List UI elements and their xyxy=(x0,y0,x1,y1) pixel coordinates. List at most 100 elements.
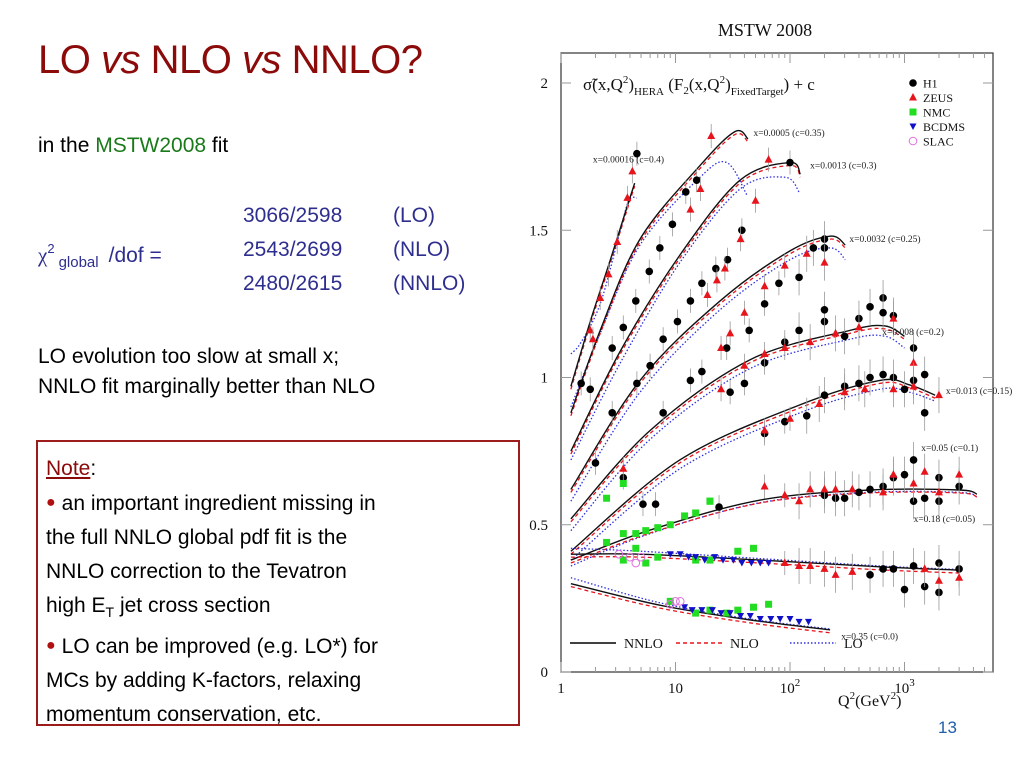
subtitle-highlight: MSTW2008 xyxy=(95,134,207,157)
nlo-curve xyxy=(570,327,905,523)
zeus-point xyxy=(831,328,840,337)
bcdms-point xyxy=(747,560,755,567)
bcdms-point xyxy=(909,123,917,130)
h1-point xyxy=(656,244,664,252)
h1-point xyxy=(715,503,723,511)
x-tick-label: 10 xyxy=(668,681,683,697)
nmc-point xyxy=(734,547,742,555)
zeus-point xyxy=(889,384,898,393)
h1-point xyxy=(775,279,783,288)
zeus-point xyxy=(720,264,729,272)
bcdms-point xyxy=(738,560,746,567)
bcdms-point xyxy=(685,554,693,561)
nmc-point xyxy=(734,606,742,614)
zeus-point xyxy=(596,293,605,301)
nmc-point xyxy=(909,108,917,116)
nnlo-curve xyxy=(570,129,749,414)
h1-point xyxy=(631,297,640,305)
zeus-point xyxy=(712,275,721,284)
chart-title: MSTW 2008 xyxy=(718,20,812,40)
nnlo-curve xyxy=(570,324,905,520)
h1-point xyxy=(633,149,641,158)
bin-label: x=0.0013 (c=0.3) xyxy=(810,160,876,171)
bcdms-point xyxy=(746,613,754,620)
nlo-curve xyxy=(570,238,846,493)
bcdms-point xyxy=(708,607,716,614)
zeus-point xyxy=(820,564,829,572)
zeus-point xyxy=(920,467,929,475)
h1-point xyxy=(866,303,874,311)
zeus-point xyxy=(628,166,637,175)
slac-point xyxy=(671,597,680,606)
chi-order: (NLO) xyxy=(393,238,451,261)
zeus-point xyxy=(760,481,769,490)
h1-point xyxy=(786,158,794,167)
y-tick-label: 2 xyxy=(541,76,549,92)
subtitle-suffix: fit xyxy=(206,134,229,157)
h1-point xyxy=(619,323,628,332)
bin-label: x=0.0032 (c=0.25) xyxy=(849,234,920,245)
zeus-point xyxy=(696,184,705,193)
bcdms-point xyxy=(711,554,719,561)
bcdms-point xyxy=(688,607,696,614)
zeus-point xyxy=(604,269,613,278)
note-text: an important ingredient missing in xyxy=(61,492,376,515)
y-tick-label: 0.5 xyxy=(529,518,548,534)
nlo-curve xyxy=(570,185,636,390)
h1-point xyxy=(795,273,803,282)
zeus-point xyxy=(909,358,918,366)
zeus-point xyxy=(955,573,964,581)
nlo-curve xyxy=(570,132,749,417)
bcdms-point xyxy=(737,613,745,620)
h1-point xyxy=(686,376,695,385)
h1-point xyxy=(900,470,909,479)
h1-point xyxy=(723,255,732,264)
zeus-point xyxy=(848,567,857,575)
slide-title: LO vs NLO vs NNLO? xyxy=(38,38,423,83)
h1-point xyxy=(692,176,701,184)
zeus-point xyxy=(760,426,769,434)
bin-label: x=0.05 (c=0.1) xyxy=(921,443,978,454)
h1-point xyxy=(920,409,929,417)
h1-point xyxy=(659,409,667,417)
chi-row-lo: 3066/2598 (LO) xyxy=(243,204,435,228)
lo-curve xyxy=(570,176,800,461)
h1-point xyxy=(586,385,595,394)
bin-label: x=0.0005 (c=0.35) xyxy=(754,128,825,139)
title-vs: vs xyxy=(241,38,282,82)
title-text-lo: LO xyxy=(38,38,101,82)
nmc-point xyxy=(706,556,714,564)
nmc-point xyxy=(750,603,758,611)
nmc-point xyxy=(619,556,627,564)
h1-point xyxy=(909,456,918,464)
h1-point xyxy=(866,571,874,579)
bin-label: x=0.35 (c=0.0) xyxy=(841,632,898,643)
bcdms-point xyxy=(666,551,674,558)
h1-point xyxy=(760,300,769,308)
lo-curve xyxy=(570,334,905,532)
nmc-point xyxy=(750,544,758,552)
slac-point xyxy=(625,552,635,562)
plot-frame xyxy=(560,52,994,673)
legend-label: SLAC xyxy=(923,135,954,149)
h1-point xyxy=(866,485,874,494)
chi-subscript: global xyxy=(58,254,99,271)
h1-point xyxy=(659,335,667,344)
zeus-point xyxy=(806,561,815,569)
data-points xyxy=(577,124,964,626)
h1-point xyxy=(820,305,829,314)
h1-point xyxy=(722,344,731,352)
evolution-line: NNLO fit marginally better than NLO xyxy=(38,375,376,398)
zeus-point xyxy=(909,381,918,390)
bcdms-point xyxy=(676,551,684,558)
slac-point xyxy=(908,136,918,146)
chi-power: 2 xyxy=(47,241,55,256)
y-tick-label: 1 xyxy=(541,371,549,387)
bcdms-point xyxy=(786,615,794,623)
nmc-point xyxy=(723,609,731,617)
zeus-point xyxy=(703,290,712,299)
h1-point xyxy=(855,379,863,388)
h1-point xyxy=(879,308,887,317)
zeus-point xyxy=(889,470,898,478)
bcdms-point xyxy=(717,610,725,617)
